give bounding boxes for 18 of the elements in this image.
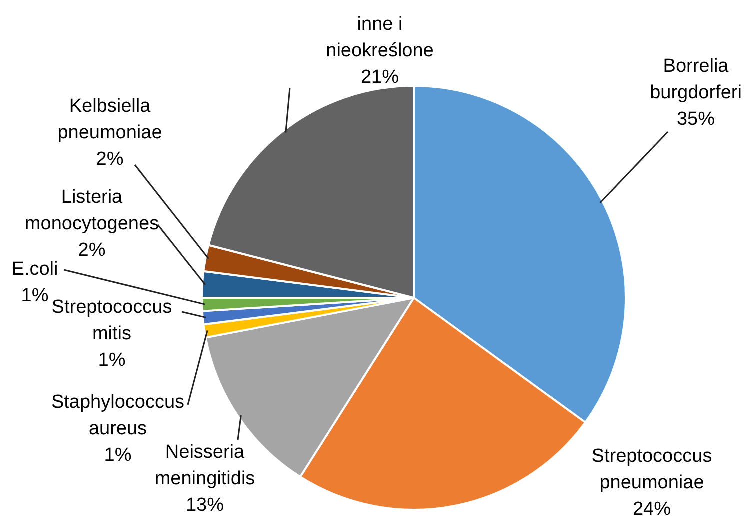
data-label: 24% (632, 499, 672, 520)
slice-label: Streptococcus mitis (52, 297, 172, 344)
slice-label: E.coli (12, 259, 58, 280)
slice-label: Streptococcus pneumoniae (592, 446, 712, 494)
data-label: 2% (96, 149, 124, 170)
slice-label: Staphylococcus aureus (51, 392, 185, 440)
data-label: 1% (21, 286, 49, 306)
data-label: 1% (104, 445, 132, 466)
slice-label: Kelbsiella pneumoniae (58, 96, 162, 144)
data-label: 1% (98, 350, 126, 371)
slice-label: Neisseria meningitidis (154, 442, 256, 490)
data-label: 13% (186, 495, 224, 516)
slice-label: inne i nieokreślone (326, 14, 434, 62)
data-label: 2% (78, 240, 106, 261)
data-label: 21% (360, 67, 400, 88)
data-label: 35% (676, 109, 716, 130)
slice-label: Listeria monocytogenes (24, 187, 160, 234)
slice-label: Borrelia burgdorferi (650, 56, 742, 104)
